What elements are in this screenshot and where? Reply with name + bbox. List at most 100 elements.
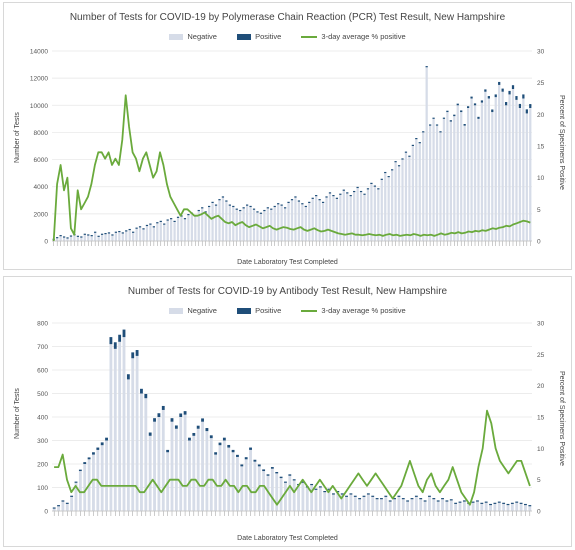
- bar-negative: [288, 475, 292, 511]
- bar-negative: [266, 208, 269, 241]
- bar-negative: [391, 170, 394, 241]
- bar-positive: [393, 498, 396, 500]
- bar-positive: [525, 109, 528, 114]
- bar-positive: [394, 161, 397, 163]
- bar-positive: [211, 201, 214, 203]
- bar-positive: [227, 444, 231, 448]
- y2-tick-label: 5: [537, 477, 541, 484]
- bar-positive: [87, 457, 91, 460]
- bar-negative: [225, 201, 228, 241]
- legend-swatch-line: [301, 35, 318, 38]
- bar-positive: [502, 502, 506, 504]
- bar-negative: [280, 205, 283, 241]
- bar-positive: [179, 413, 183, 417]
- bar-positive: [126, 374, 130, 380]
- bar-positive: [328, 192, 332, 194]
- y2-tick-label: 10: [537, 446, 545, 453]
- bar-positive: [83, 462, 87, 464]
- bar-negative: [100, 234, 104, 241]
- bar-negative: [373, 186, 376, 241]
- line-series-percent-positive: [54, 409, 531, 506]
- bar-positive: [214, 452, 218, 455]
- bar-positive: [522, 94, 525, 99]
- bar-positive: [441, 498, 444, 500]
- bar-negative: [327, 489, 331, 511]
- bar-negative: [471, 502, 475, 511]
- bar-positive: [359, 190, 363, 193]
- bar-negative: [425, 67, 428, 242]
- bar-negative: [308, 203, 311, 241]
- bar-positive: [449, 499, 453, 501]
- bar-negative: [194, 216, 197, 241]
- bar-negative: [105, 440, 108, 511]
- bar-negative: [435, 125, 439, 241]
- bar-positive: [473, 103, 477, 106]
- bar-positive: [145, 224, 149, 227]
- bar-negative: [113, 348, 117, 511]
- bar-negative: [69, 236, 73, 241]
- legend-item-line: 3-day average % positive: [301, 32, 406, 41]
- bar-negative: [458, 502, 462, 511]
- bar-positive: [135, 227, 138, 229]
- y2-tick-label: 25: [537, 352, 545, 359]
- bar-positive: [263, 209, 266, 212]
- bar-positive: [138, 226, 142, 228]
- bar-negative: [109, 344, 113, 511]
- bar-negative: [74, 482, 78, 511]
- y-tick-label: 8000: [34, 130, 49, 137]
- bar-negative: [473, 105, 477, 242]
- bar-positive: [419, 498, 423, 500]
- bar-negative: [187, 215, 190, 241]
- line-series-percent-positive: [52, 94, 531, 242]
- bar-negative: [456, 105, 459, 242]
- bar-positive: [131, 352, 135, 359]
- bar-negative: [80, 237, 83, 241]
- bar-negative: [428, 496, 431, 511]
- bar-negative: [279, 478, 283, 511]
- bar-positive: [471, 501, 475, 503]
- bar-positive: [183, 411, 187, 415]
- bar-negative: [294, 197, 297, 241]
- y-tick-label: 600: [37, 368, 48, 375]
- legend-item-positive: Positive: [237, 306, 281, 315]
- bar-negative: [397, 166, 401, 241]
- bar-negative: [441, 499, 444, 511]
- bar-positive: [487, 96, 490, 99]
- y2-axis-label: Percent of Specimens Positive: [558, 371, 565, 466]
- bar-positive: [161, 405, 165, 410]
- bar-positive: [515, 96, 518, 100]
- bar-positive: [140, 388, 143, 394]
- bar-positive: [290, 199, 294, 201]
- bar-positive: [489, 503, 492, 506]
- bar-negative: [94, 232, 97, 241]
- bar-positive: [356, 186, 359, 189]
- bar-positive: [346, 192, 349, 194]
- bar-negative: [524, 505, 527, 511]
- bar-negative: [266, 475, 270, 511]
- bar-positive: [157, 413, 161, 417]
- bar-negative: [366, 189, 370, 241]
- bar-positive: [257, 464, 261, 467]
- bar-positive: [105, 437, 108, 441]
- bar-negative: [283, 208, 287, 241]
- y-tick-label: 12000: [30, 76, 48, 83]
- bar-positive: [65, 502, 69, 504]
- bar-positive: [497, 501, 501, 503]
- y2-tick-label: 0: [537, 239, 541, 246]
- bar-negative: [454, 503, 458, 511]
- bar-negative: [70, 496, 74, 511]
- bar-positive: [518, 103, 522, 108]
- bar-negative: [284, 482, 287, 511]
- bar-positive: [149, 223, 152, 225]
- bar-positive: [323, 491, 327, 493]
- bar-negative: [253, 461, 257, 511]
- bar-positive: [404, 151, 408, 153]
- bar-negative: [209, 438, 213, 511]
- bar-negative: [290, 200, 294, 241]
- bar-positive: [221, 196, 225, 198]
- bar-negative: [192, 435, 196, 511]
- bar-positive: [240, 464, 244, 467]
- bar-positive: [218, 442, 222, 446]
- pcr-chart-plot: 0 2000 4000 6000 8000 10000 12000 14000 0 5 10 15 20…: [30, 49, 545, 246]
- bar-negative: [318, 200, 321, 241]
